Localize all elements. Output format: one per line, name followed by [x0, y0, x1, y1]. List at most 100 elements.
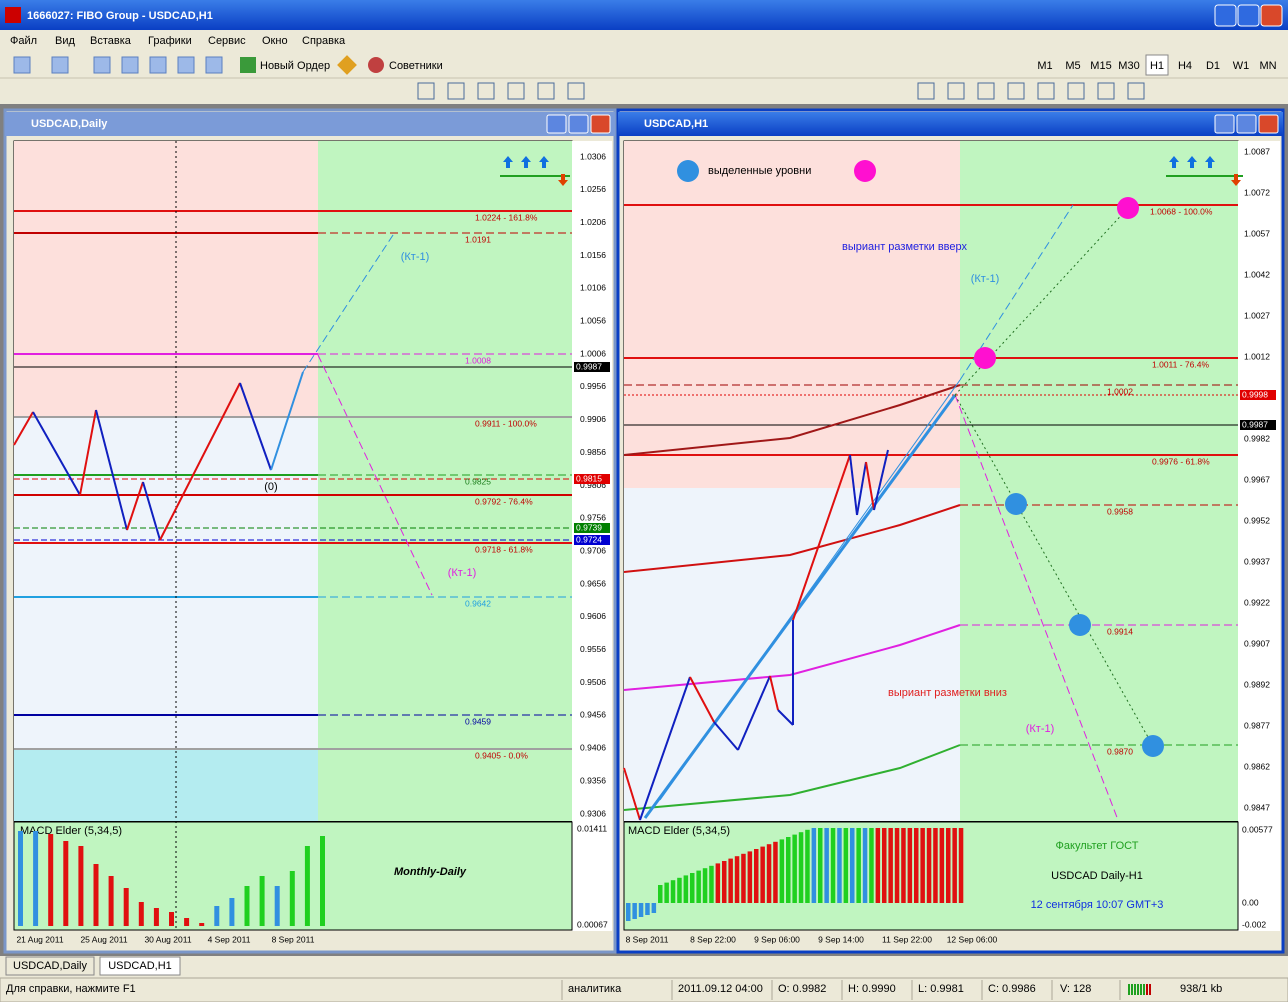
- timeframe-button[interactable]: H4: [1178, 60, 1192, 72]
- toolbar-button[interactable]: [13, 56, 31, 74]
- window-button[interactable]: [1214, 114, 1235, 134]
- toolbar-button[interactable]: [337, 55, 357, 75]
- level-marker: [974, 347, 996, 369]
- tab[interactable]: [5, 956, 95, 976]
- timeframe-button[interactable]: H1: [1150, 60, 1164, 72]
- toolbar-button[interactable]: [205, 56, 223, 74]
- window-buttons[interactable]: [1214, 4, 1283, 27]
- price-line: [769, 675, 779, 711]
- tool-button[interactable]: [537, 82, 555, 100]
- timeframe-button[interactable]: M1: [1037, 60, 1052, 72]
- window-button[interactable]: [546, 114, 567, 134]
- price-line: [792, 454, 851, 621]
- menu-item[interactable]: Вид: [55, 35, 75, 47]
- tab-label[interactable]: USDCAD,Daily: [13, 960, 87, 972]
- toolbar-label[interactable]: Советники: [389, 60, 443, 72]
- window-button[interactable]: [568, 114, 589, 134]
- timeframe-button[interactable]: W1: [1233, 60, 1250, 72]
- macd-bar: [888, 828, 893, 903]
- tool-button[interactable]: [567, 82, 585, 100]
- macd-bar: [914, 828, 919, 903]
- macd-bar: [850, 828, 855, 903]
- menu-item[interactable]: Сервис: [208, 35, 246, 47]
- macd-bar: [304, 846, 310, 926]
- toolbar-button[interactable]: [93, 56, 111, 74]
- macd-scale-label: 0.00577: [1242, 824, 1273, 834]
- macd-bar: [837, 828, 842, 903]
- tool-button[interactable]: [917, 82, 935, 100]
- price-line: [13, 411, 34, 446]
- price-line: [126, 481, 144, 531]
- macd-bar: [690, 873, 695, 903]
- tool-button[interactable]: [1097, 82, 1115, 100]
- macd-bar: [818, 828, 823, 903]
- macd-bar: [786, 837, 791, 903]
- tool-button[interactable]: [947, 82, 965, 100]
- status-field: O: 0.9982: [778, 983, 826, 995]
- price-tick-label: 0.9606: [580, 611, 606, 621]
- annotation: (Кт-1): [448, 567, 477, 579]
- tool-button[interactable]: [447, 82, 465, 100]
- menu-item[interactable]: Окно: [262, 35, 288, 47]
- timeframe-button[interactable]: M5: [1065, 60, 1080, 72]
- price-tick-label: 0.9907: [1244, 638, 1270, 648]
- menu-item[interactable]: Справка: [302, 35, 346, 47]
- timeframe-button[interactable]: MN: [1259, 60, 1276, 72]
- macd-bar: [169, 912, 174, 926]
- macd-bar: [760, 846, 765, 903]
- status-field: Для справки, нажмите F1: [6, 983, 136, 995]
- toolbar-button[interactable]: [51, 56, 69, 74]
- projection: [302, 231, 396, 373]
- tool-button[interactable]: [1067, 82, 1085, 100]
- level-label: 1.0068 - 100.0%: [1150, 206, 1213, 216]
- menu-item[interactable]: Графики: [148, 35, 192, 47]
- status-field: H: 0.9990: [848, 983, 896, 995]
- date-tick-label: 30 Aug 2011: [144, 934, 191, 944]
- macd-bar: [670, 880, 676, 903]
- tab[interactable]: [99, 956, 181, 976]
- toolbar-button[interactable]: [240, 57, 256, 73]
- tab-label[interactable]: USDCAD,H1: [108, 960, 172, 972]
- tool-button[interactable]: [417, 82, 435, 100]
- macd-bar: [108, 876, 114, 926]
- macd-bar: [715, 863, 721, 903]
- tool-button[interactable]: [1037, 82, 1055, 100]
- toolbar-button[interactable]: [149, 56, 167, 74]
- tool-button[interactable]: [977, 82, 995, 100]
- price-tick-label: 1.0012: [1244, 351, 1270, 361]
- tool-button[interactable]: [1127, 82, 1145, 100]
- toolbar-label[interactable]: Новый Ордер: [260, 60, 330, 72]
- macd-bar: [882, 828, 887, 903]
- timeframe-button[interactable]: M30: [1118, 60, 1139, 72]
- menu-item[interactable]: Файл: [10, 35, 37, 47]
- price-highlight-label: 0.9815: [576, 473, 602, 483]
- zone: [14, 417, 318, 749]
- tool-button[interactable]: [507, 82, 525, 100]
- up-arrow: [1187, 156, 1197, 168]
- window-button[interactable]: [1258, 114, 1279, 134]
- macd-bar: [702, 868, 708, 903]
- price-line: [159, 382, 241, 541]
- date-tick-label: 12 Sep 06:00: [947, 934, 998, 944]
- menu-bar: [0, 30, 1288, 52]
- timeframe-button[interactable]: M15: [1090, 60, 1111, 72]
- moving-average: [623, 504, 961, 573]
- window-button[interactable]: [1236, 114, 1257, 134]
- date-tick-label: 25 Aug 2011: [80, 934, 127, 944]
- up-arrow: [539, 156, 549, 168]
- timeframe-button[interactable]: D1: [1206, 60, 1220, 72]
- price-line: [142, 481, 161, 541]
- price-tick-label: 0.9967: [1244, 474, 1270, 484]
- macd-bar: [658, 885, 663, 903]
- window-button[interactable]: [590, 114, 611, 134]
- tool-button[interactable]: [1007, 82, 1025, 100]
- toolbar-button[interactable]: [121, 56, 139, 74]
- price-highlight-label: 0.9724: [576, 534, 602, 544]
- price-line: [849, 454, 858, 516]
- menu-item[interactable]: Вставка: [90, 35, 132, 47]
- tool-button[interactable]: [477, 82, 495, 100]
- macd-scale-label: 0.00: [1242, 897, 1259, 907]
- macd-bar: [862, 828, 868, 903]
- toolbar-button[interactable]: [177, 56, 195, 74]
- toolbar-button[interactable]: [368, 57, 384, 73]
